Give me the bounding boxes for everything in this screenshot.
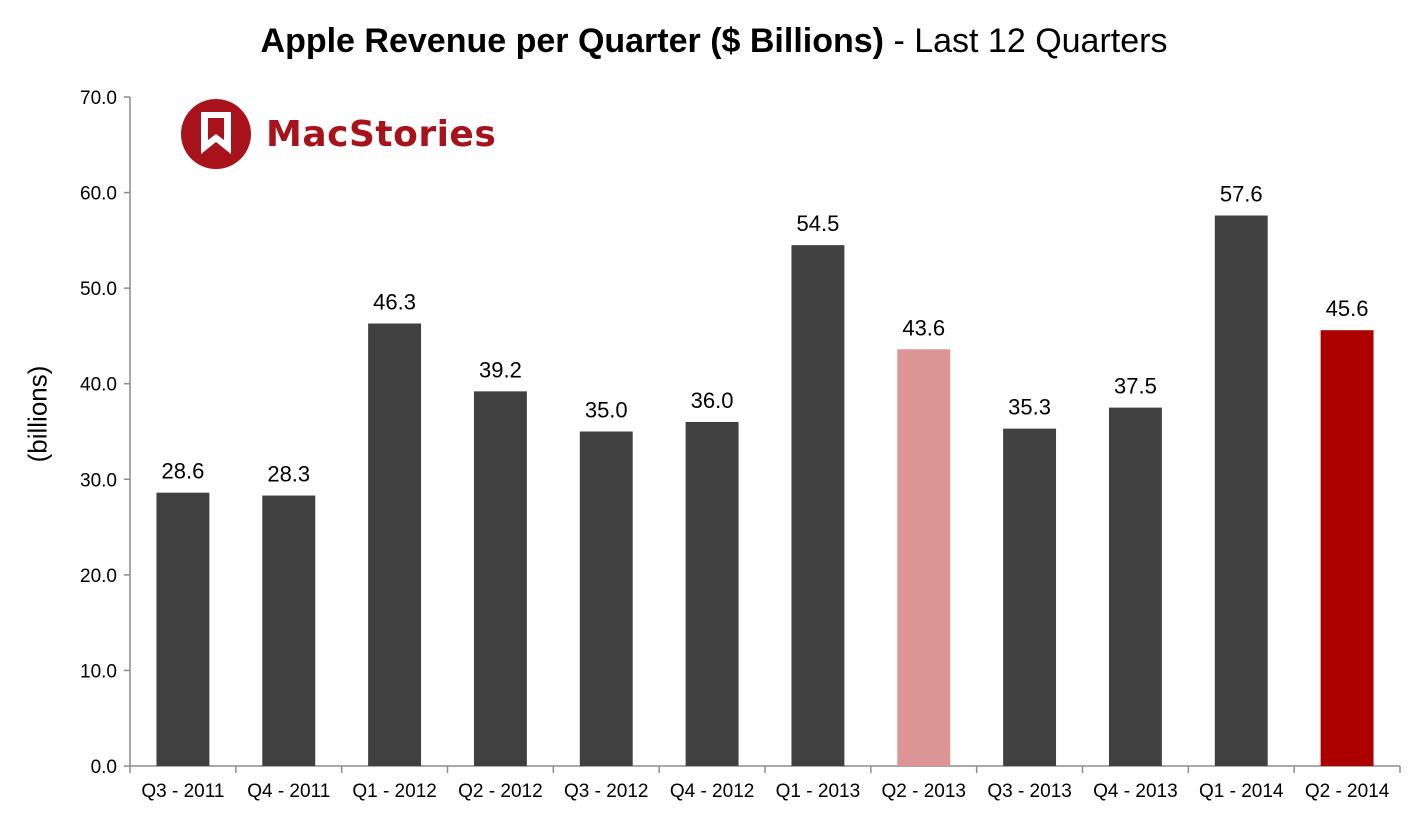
macstories-logo: MacStories [180,98,496,170]
chart-title: Apple Revenue per Quarter ($ Billions) -… [0,22,1428,61]
data-label: 57.6 [1220,182,1263,207]
bar [897,349,951,766]
bar [1003,428,1057,766]
data-label: 39.2 [479,357,522,382]
y-tick-label: 30.0 [80,470,117,491]
category-label: Q4 - 2013 [1093,781,1178,802]
category-label: Q3 - 2012 [564,781,649,802]
data-label: 54.5 [797,211,840,236]
data-label: 37.5 [1114,374,1157,399]
bar [156,492,210,766]
logo-text: MacStories [266,113,497,155]
y-tick-label: 0.0 [91,757,117,778]
category-label: Q1 - 2014 [1199,781,1284,802]
bar [368,323,422,766]
y-tick-label: 40.0 [80,375,117,396]
data-label: 28.3 [267,462,310,487]
y-axis: 0.0 10.0 20.0 30.0 40.0 50.0 60.0 70.0 [80,88,131,778]
bar [1108,407,1162,766]
y-tick-label: 60.0 [80,184,117,205]
data-label: 36.0 [691,388,734,413]
x-axis [129,765,1401,773]
category-label: Q2 - 2012 [458,781,543,802]
bars [156,215,1374,767]
y-tick-label: 20.0 [80,566,117,587]
bar [473,391,527,766]
y-tick-label: 70.0 [80,88,117,109]
data-labels: 28.6 28.3 46.3 39.2 35.0 36.0 54.5 43.6 35.3 37.5… [162,182,1369,487]
bookmark-icon [181,99,251,169]
data-label: 35.0 [585,398,628,423]
bar [1320,330,1374,766]
category-label: Q4 - 2011 [247,781,330,802]
y-tick-label: 10.0 [80,661,117,682]
chart-title-sub: - Last 12 Quarters [884,22,1168,60]
data-label: 43.6 [902,315,945,340]
y-tick-label: 50.0 [80,279,117,300]
bar [791,245,845,766]
category-label: Q2 - 2013 [882,781,967,802]
category-label: Q1 - 2012 [352,781,437,802]
category-label: Q1 - 2013 [776,781,861,802]
category-label: Q4 - 2012 [670,781,755,802]
category-labels: Q3 - 2011 Q4 - 2011 Q1 - 2012 Q2 - 2012 Q3 -… [141,781,1389,802]
data-label: 46.3 [373,290,416,315]
data-label: 28.6 [162,459,205,484]
bar [685,421,739,766]
category-label: Q3 - 2013 [987,781,1072,802]
bar [579,431,633,766]
category-label: Q3 - 2011 [141,781,224,802]
bar [262,495,316,766]
chart-title-main: Apple Revenue per Quarter ($ Billions) [260,22,884,60]
bar [1214,215,1268,767]
category-label: Q2 - 2014 [1305,781,1390,802]
data-label: 45.6 [1326,296,1369,321]
data-label: 35.3 [1008,395,1051,420]
